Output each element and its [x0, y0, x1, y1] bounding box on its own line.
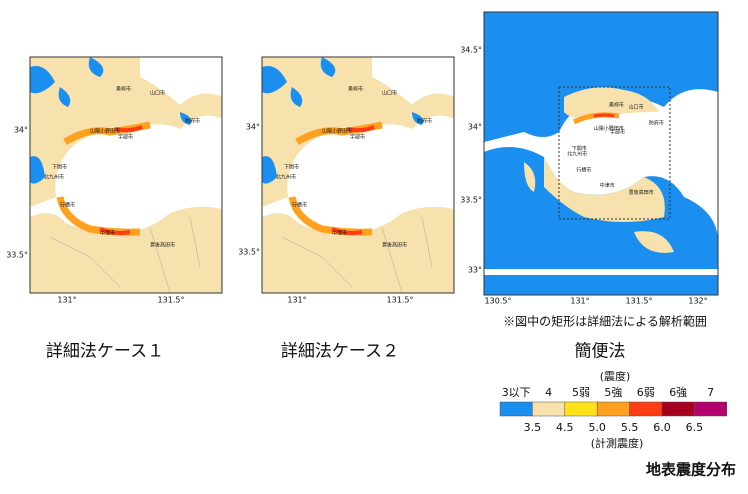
city-label: 行橋市	[292, 202, 307, 209]
city-label: 北九州市	[567, 151, 587, 158]
legend-threshold: 5.5	[621, 421, 639, 434]
map-caption: 簡便法	[575, 342, 626, 362]
city-label: 中津市	[100, 230, 115, 237]
map-3	[483, 11, 719, 296]
lat-label: 33.5°	[238, 248, 260, 257]
city-label: 豊後高田市	[150, 242, 175, 249]
lat-label: 34.5°	[460, 46, 482, 55]
city-label: 山口市	[382, 90, 397, 97]
city-label: 防府市	[417, 118, 432, 125]
legend-class-label: 4	[545, 386, 552, 399]
legend-swatch	[661, 401, 695, 417]
city-label: 中津市	[332, 230, 347, 237]
map-caption: 詳細法ケース１	[46, 342, 164, 362]
city-label: 防府市	[649, 119, 664, 126]
lon-label: 131.5°	[626, 297, 653, 306]
lon-label: 130.5°	[485, 297, 512, 306]
city-label: 行橋市	[60, 202, 75, 209]
city-label: 下関市	[572, 145, 587, 152]
lon-label: 131.5°	[387, 296, 414, 305]
legend-class-label: 5弱	[572, 386, 590, 399]
city-label: 宇部市	[118, 134, 133, 141]
legend-swatch	[532, 401, 566, 417]
city-label: 山口市	[629, 104, 644, 111]
legend-class-label: 6強	[669, 386, 687, 399]
legend-swatch	[629, 401, 663, 417]
city-label: 中津市	[600, 182, 615, 189]
legend-swatch	[596, 401, 630, 417]
lon-label: 131°	[287, 296, 306, 305]
city-label: 北九州市	[276, 174, 296, 181]
city-label: 下関市	[52, 164, 67, 171]
legend-threshold: 4.5	[556, 421, 574, 434]
legend-class-label: 5強	[604, 386, 622, 399]
legend-swatch	[694, 401, 728, 417]
city-label: 美祢市	[609, 101, 624, 108]
lon-label: 131°	[570, 297, 589, 306]
lat-label: 33.5°	[460, 196, 482, 205]
city-label: 山陽小野田市	[90, 128, 120, 135]
legend-swatch	[499, 401, 533, 417]
lat-label: 34°	[468, 123, 482, 132]
lat-label: 34°	[246, 123, 260, 132]
legend-threshold: 3.5	[524, 421, 542, 434]
city-label: 豊後高田市	[629, 189, 654, 196]
legend-class-label: 7	[707, 386, 714, 399]
city-label: 行橋市	[576, 166, 591, 173]
city-label: 山陽小野田市	[594, 125, 624, 132]
legend-footer: (計測震度)	[591, 436, 644, 450]
city-label: 山口市	[150, 90, 165, 97]
city-label: 美祢市	[116, 86, 131, 93]
city-label: 宇部市	[350, 134, 365, 141]
city-label: 防府市	[185, 118, 200, 125]
city-label: 美祢市	[348, 86, 363, 93]
city-label: 北九州市	[44, 174, 64, 181]
lon-label: 132°	[688, 297, 707, 306]
lat-label: 34°	[14, 126, 28, 135]
lon-label: 131°	[57, 296, 76, 305]
legend-heading: (震度)	[600, 369, 631, 383]
legend-threshold: 6.5	[686, 421, 704, 434]
note: ※図中の矩形は詳細法による解析範囲	[503, 314, 707, 329]
legend-swatch	[564, 401, 598, 417]
legend-class-label: 6弱	[637, 386, 655, 399]
figure-title: 地表震度分布	[646, 461, 736, 479]
legend-threshold: 6.0	[653, 421, 671, 434]
map-caption: 詳細法ケース２	[281, 342, 399, 362]
lat-label: 33.5°	[6, 251, 28, 260]
legend-threshold: 5.0	[588, 421, 606, 434]
lat-label: 33°	[468, 266, 482, 275]
legend-class-label: 3以下	[502, 386, 531, 399]
city-label: 宇部市	[610, 128, 625, 135]
lon-label: 131.5°	[158, 296, 185, 305]
city-label: 山陽小野田市	[322, 128, 352, 135]
city-label: 豊後高田市	[382, 242, 407, 249]
city-label: 下関市	[284, 164, 299, 171]
